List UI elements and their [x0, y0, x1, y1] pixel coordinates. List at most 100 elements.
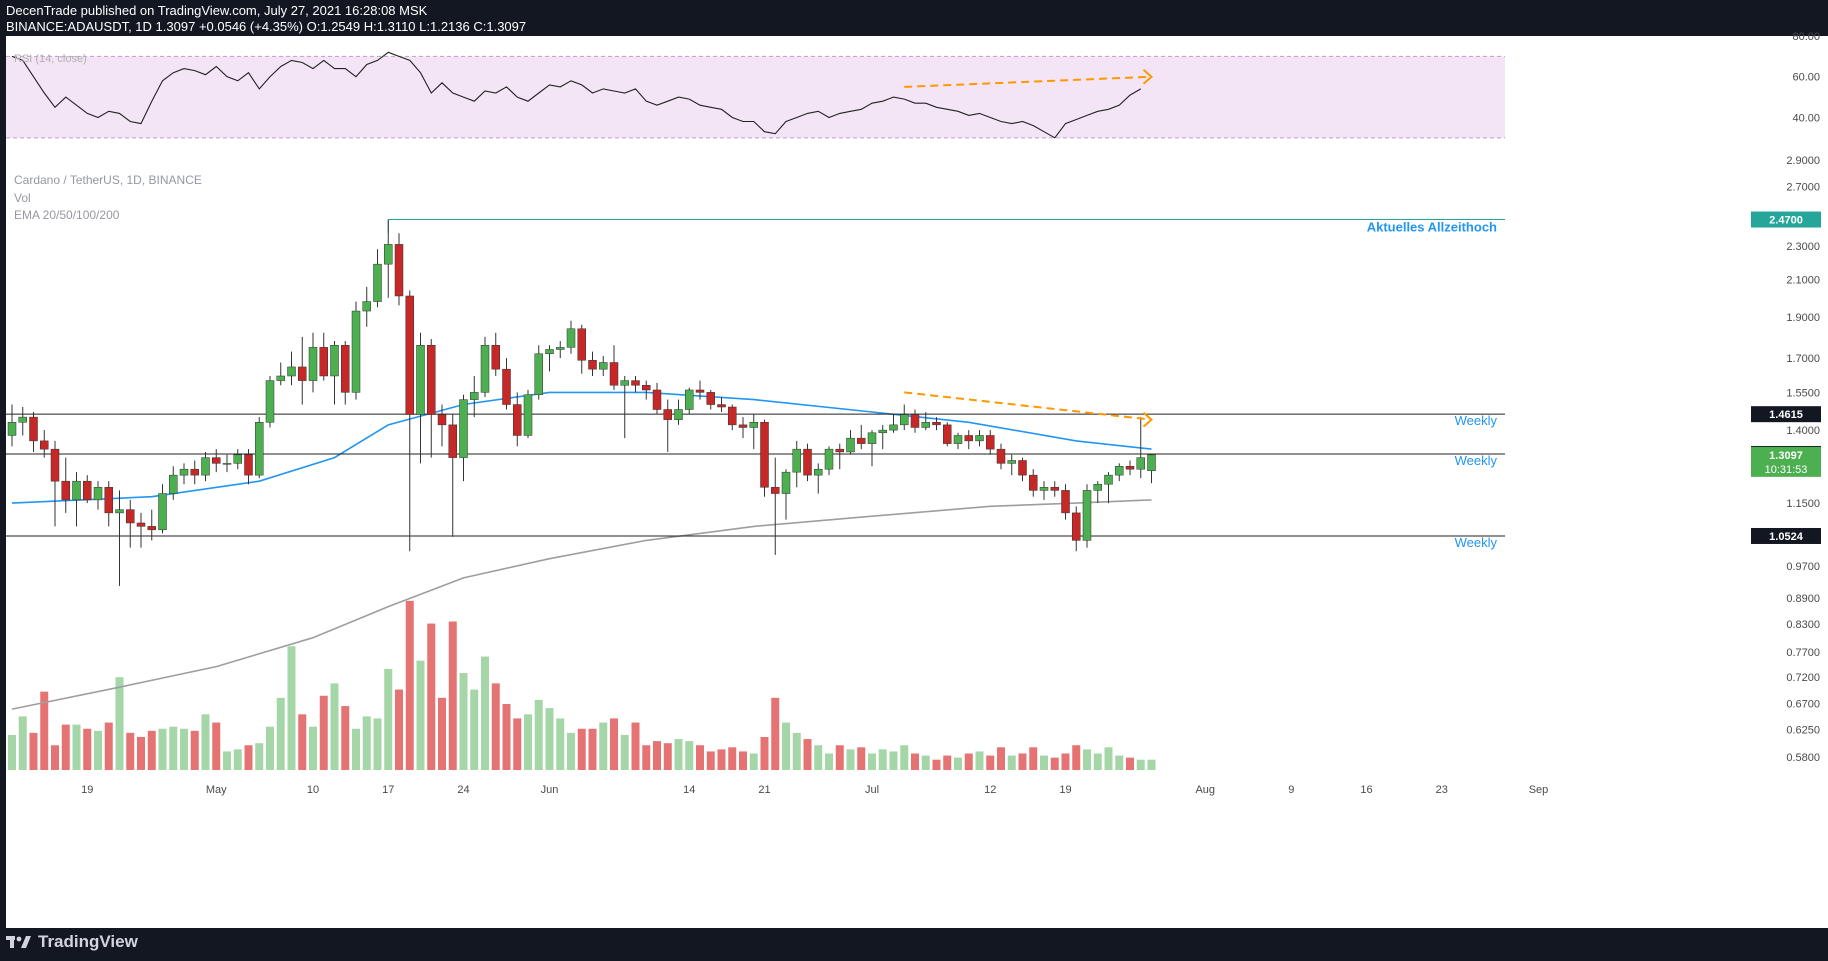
volume-bar: [352, 728, 360, 770]
volume-bar: [405, 600, 414, 770]
volume-bar: [653, 741, 661, 770]
volume-bar: [943, 755, 952, 770]
candle-body: [308, 347, 318, 381]
volume-bar: [588, 728, 597, 770]
candle-body: [93, 487, 103, 501]
volume-bar: [362, 716, 371, 770]
volume-bar: [448, 621, 457, 770]
volume-bar: [244, 745, 253, 770]
legend-ema: EMA 20/50/100/200: [14, 208, 120, 222]
volume-bar: [491, 683, 500, 770]
volume-bar: [104, 722, 113, 770]
candle-body: [427, 344, 436, 415]
candle-body: [878, 429, 887, 434]
price-axis-label: 0.8900: [1786, 593, 1820, 605]
price-axis-label: 1.5500: [1786, 387, 1820, 399]
footer-brand[interactable]: TradingView: [6, 930, 138, 954]
volume-bar: [233, 749, 242, 770]
rsi-axis-label: 60.00: [1792, 72, 1820, 84]
candle-body: [588, 360, 597, 370]
candle-body: [362, 301, 371, 312]
time-axis-label: Sep: [1529, 784, 1549, 796]
candle-body: [824, 448, 834, 470]
time-axis-label: 9: [1288, 784, 1294, 796]
candle-body: [523, 394, 533, 436]
volume-bar: [620, 734, 629, 770]
ema-50-line: [11, 391, 1152, 504]
time-axis-label: 21: [758, 784, 770, 796]
volume-bar: [40, 691, 49, 770]
candle-body: [685, 389, 694, 410]
volume-bar: [878, 749, 887, 770]
volume-bars: [8, 600, 1156, 770]
time-axis-label: 23: [1436, 784, 1448, 796]
volume-bar: [814, 745, 823, 770]
volume-bar: [631, 722, 640, 770]
weekly-price-tag: 1.4615: [1769, 409, 1803, 421]
candle-body: [749, 422, 758, 428]
volume-bar: [137, 737, 145, 770]
rsi-axis-label: 40.00: [1792, 112, 1820, 124]
candle-body: [803, 448, 812, 476]
volume-bar: [717, 749, 726, 770]
candle-body: [265, 380, 275, 423]
symbol-info: BINANCE:ADAUSDT, 1D 1.3097 +0.0546 (+4.3…: [6, 19, 526, 34]
time-axis-label: Aug: [1195, 784, 1215, 796]
volume-bar: [964, 753, 973, 770]
volume-bar: [1029, 747, 1038, 770]
candle-body: [416, 344, 425, 415]
weekly-price-tag-bg: [1751, 406, 1821, 423]
candle-body: [502, 368, 511, 405]
footer-brand-text: TradingView: [38, 932, 138, 951]
legend-vol: Vol: [14, 191, 31, 205]
time-axis-label: 19: [1059, 784, 1071, 796]
volume-bar: [1136, 759, 1145, 770]
volume-bar: [771, 697, 780, 770]
volume-bar: [932, 759, 941, 770]
candle-body: [222, 463, 232, 465]
volume-bar: [341, 706, 350, 770]
volume-bar: [889, 751, 898, 770]
volume-bar: [1126, 757, 1134, 770]
candle-body: [846, 437, 855, 453]
candle-body: [620, 380, 629, 386]
volume-bar: [330, 683, 339, 770]
price-change: +0.0546 (+4.35%): [198, 19, 304, 34]
time-axis-label: Jun: [541, 784, 559, 796]
time-axis-label: 12: [984, 784, 996, 796]
symbol-name: BINANCE:ADAUSDT, 1D: [6, 19, 152, 34]
candle-body: [986, 435, 995, 450]
candle-body: [728, 406, 737, 426]
trend-arrows: [904, 68, 1154, 428]
volume-bar: [416, 660, 425, 770]
tradingview-logo-icon: [6, 936, 31, 948]
volume-bar: [223, 751, 231, 770]
candle-body: [115, 509, 124, 514]
candle-body: [61, 480, 70, 501]
candle-body: [190, 468, 199, 476]
volume-bar: [825, 753, 833, 770]
horizontal-levels: Aktuelles Allzeithoch Weekly Weekly Weekly: [6, 219, 1505, 550]
weekly-annotation: Weekly: [1455, 413, 1498, 428]
volume-bar: [835, 745, 844, 770]
candle-body: [771, 487, 780, 494]
candle-body: [1061, 490, 1070, 514]
time-axis-label: 24: [457, 784, 469, 796]
candle-body: [1050, 487, 1059, 491]
volume-bar: [427, 623, 436, 770]
price-axis-label: 2.3000: [1786, 241, 1820, 253]
candle-body: [298, 366, 307, 381]
candle-body: [867, 432, 877, 444]
volume-bar: [954, 757, 962, 770]
volume-bar: [706, 751, 715, 770]
time-axis-label: 10: [307, 784, 319, 796]
candle-body: [126, 509, 135, 524]
ath-price-tag: 2.4700: [1769, 215, 1803, 227]
volume-bar: [1040, 755, 1048, 770]
candle-body: [233, 454, 242, 464]
weekly-price-tag-bg: [1751, 527, 1821, 544]
volume-bar: [728, 747, 737, 770]
candle-body: [599, 362, 608, 370]
